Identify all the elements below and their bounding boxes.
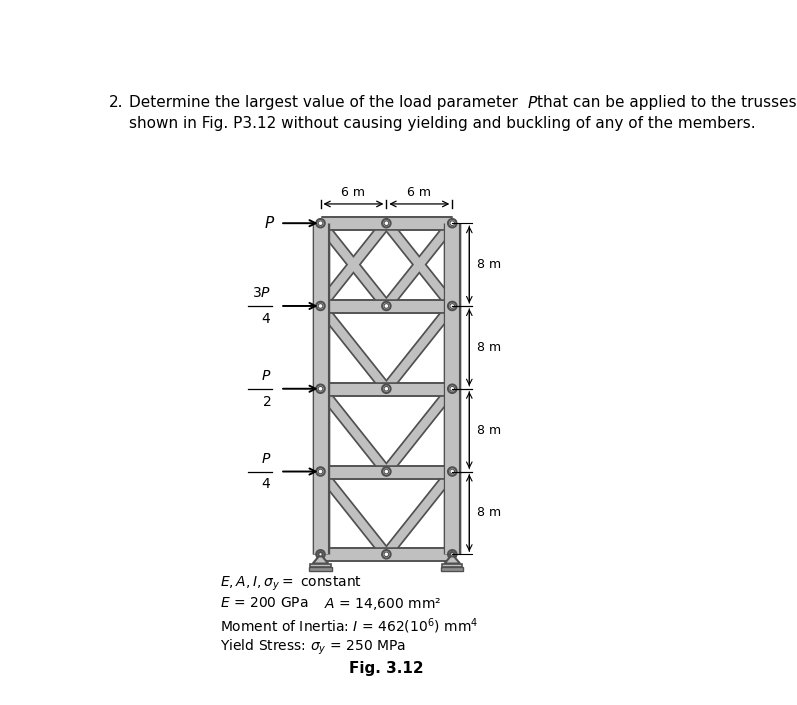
Circle shape — [316, 302, 324, 310]
Circle shape — [448, 219, 457, 228]
Circle shape — [450, 304, 454, 308]
Circle shape — [448, 384, 457, 393]
Circle shape — [318, 552, 323, 557]
Text: Fig. 3.12: Fig. 3.12 — [349, 661, 424, 676]
Circle shape — [318, 470, 323, 474]
Circle shape — [382, 467, 391, 476]
Text: Moment of Inertia: $I$ = 462(10$^6$) mm$^4$: Moment of Inertia: $I$ = 462(10$^6$) mm$… — [220, 617, 478, 637]
Text: 8 m: 8 m — [477, 506, 501, 520]
Circle shape — [382, 302, 391, 310]
Text: $2$: $2$ — [261, 395, 271, 408]
Text: $E$ = 200 GPa: $E$ = 200 GPa — [220, 596, 308, 610]
Text: $P$: $P$ — [261, 369, 271, 383]
Circle shape — [448, 302, 457, 310]
Text: 8 m: 8 m — [477, 424, 501, 436]
Polygon shape — [309, 567, 332, 571]
Circle shape — [384, 470, 389, 474]
Text: $A$ = 14,600 mm²: $A$ = 14,600 mm² — [324, 596, 442, 612]
Polygon shape — [312, 554, 328, 563]
Text: $4$: $4$ — [261, 477, 271, 491]
Circle shape — [450, 470, 454, 474]
Circle shape — [382, 384, 391, 393]
Circle shape — [384, 552, 389, 557]
Circle shape — [316, 384, 324, 393]
Text: $3P$: $3P$ — [252, 286, 271, 300]
Text: 6 m: 6 m — [341, 186, 366, 200]
Circle shape — [448, 550, 457, 558]
Polygon shape — [445, 554, 460, 563]
Circle shape — [450, 552, 454, 556]
Circle shape — [450, 386, 454, 391]
Circle shape — [384, 304, 389, 308]
Circle shape — [450, 552, 454, 557]
Circle shape — [318, 304, 323, 308]
Text: $P$: $P$ — [261, 452, 271, 466]
Circle shape — [316, 550, 324, 558]
Text: $P$: $P$ — [264, 215, 275, 231]
Text: Determine the largest value of the load parameter: Determine the largest value of the load … — [129, 94, 523, 109]
Text: that can be applied to the trusses: that can be applied to the trusses — [536, 94, 796, 109]
Polygon shape — [441, 567, 464, 571]
Text: 6 m: 6 m — [407, 186, 431, 200]
Circle shape — [316, 467, 324, 476]
Circle shape — [384, 221, 389, 226]
Text: $P$: $P$ — [528, 94, 539, 111]
Text: shown in Fig. P3.12 without causing yielding and buckling of any of the members.: shown in Fig. P3.12 without causing yiel… — [129, 116, 756, 131]
Circle shape — [450, 221, 454, 226]
Text: $4$: $4$ — [261, 312, 271, 326]
Text: 2.: 2. — [109, 94, 124, 109]
Circle shape — [382, 550, 391, 558]
Circle shape — [448, 467, 457, 476]
Text: Yield Stress: $\sigma_y$ = 250 MPa: Yield Stress: $\sigma_y$ = 250 MPa — [220, 637, 406, 657]
Circle shape — [318, 221, 323, 226]
Polygon shape — [442, 563, 462, 567]
Circle shape — [384, 386, 389, 391]
Circle shape — [318, 552, 323, 556]
Text: 8 m: 8 m — [477, 258, 501, 271]
Text: $E, A, I, \sigma_y =$ constant: $E, A, I, \sigma_y =$ constant — [220, 575, 362, 594]
Polygon shape — [310, 563, 331, 567]
Text: 8 m: 8 m — [477, 341, 501, 354]
Circle shape — [318, 386, 323, 391]
Circle shape — [316, 219, 324, 228]
Circle shape — [382, 219, 391, 228]
